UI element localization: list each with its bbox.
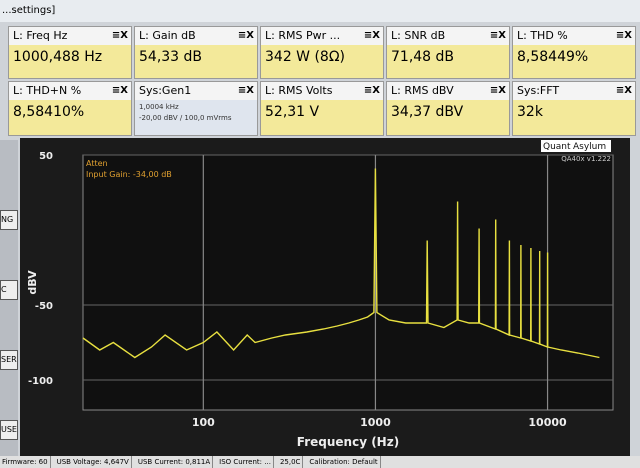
side-button: C bbox=[0, 280, 18, 300]
y-tick-label: -100 bbox=[28, 376, 53, 387]
x-axis-label: Frequency (Hz) bbox=[297, 435, 399, 449]
status-bar: Firmware: 60 USB Voltage: 4,647V USB Curre… bbox=[0, 456, 640, 468]
window-title: ...settings] bbox=[0, 0, 640, 22]
status-item: ISO Current: ... bbox=[217, 456, 274, 468]
tile-title: Sys:Gen1 bbox=[135, 82, 257, 100]
tile: L: Freq Hz 1000,488 Hz bbox=[8, 26, 132, 79]
tile-title: L: RMS dBV bbox=[387, 82, 509, 100]
tile: Sys:FFT 32k bbox=[512, 81, 636, 136]
tile-value: 71,48 dB bbox=[391, 49, 455, 65]
tile-title: L: RMS Pwr ... bbox=[261, 27, 383, 45]
tile-title: L: Freq Hz bbox=[9, 27, 131, 45]
tile-value: 34,37 dBV bbox=[391, 104, 464, 120]
tile-detail: -20,00 dBV / 100,0 mVrms bbox=[139, 114, 232, 122]
tile-value: 32k bbox=[517, 104, 543, 120]
tile: L: RMS dBV 34,37 dBV bbox=[386, 81, 510, 136]
annotation: Atten bbox=[86, 159, 108, 168]
tile: Sys:Gen1 1,0004 kHz -20,00 dBV / 100,0 mVr… bbox=[134, 81, 258, 136]
brand: Quant bbox=[543, 142, 571, 152]
status-item: 25,0C bbox=[278, 456, 304, 468]
tile-value: 52,31 V bbox=[265, 104, 320, 120]
y-tick-label: 50 bbox=[39, 151, 53, 162]
x-tick-label: 1000 bbox=[360, 416, 391, 429]
tile: L: Gain dB 54,33 dB bbox=[134, 26, 258, 79]
y-axis-label: dBV bbox=[26, 270, 39, 295]
tile-title: Sys:FFT bbox=[513, 82, 635, 100]
status-item: USB Current: 0,811A bbox=[136, 456, 214, 468]
side-button: NG bbox=[0, 210, 18, 230]
tile-title: L: SNR dB bbox=[387, 27, 509, 45]
side-panel: NG C SERS USER bbox=[0, 140, 18, 456]
x-tick-label: 100 bbox=[192, 416, 215, 429]
tile-value: 54,33 dB bbox=[139, 49, 203, 65]
chart: 50 -50 -100 100 1000 10000 dBV Frequency (Hz) At… bbox=[20, 138, 630, 456]
plot-area bbox=[82, 154, 614, 411]
tile-value: 1000,488 Hz bbox=[13, 49, 103, 65]
status-item: Firmware: 60 bbox=[0, 456, 51, 468]
tile: L: THD % 8,58449% bbox=[512, 26, 636, 79]
tile-value: 8,58449% bbox=[517, 49, 589, 65]
spectrum-line bbox=[82, 168, 600, 359]
tile-value: 342 W (8Ω) bbox=[265, 49, 345, 65]
annotation: Input Gain: -34,00 dB bbox=[86, 170, 172, 179]
x-tick-label: 10000 bbox=[528, 416, 567, 429]
y-tick-label: -50 bbox=[35, 301, 53, 312]
side-button: USER bbox=[0, 420, 18, 440]
tile: L: THD+N % 8,58410% bbox=[8, 81, 132, 136]
tile-title: L: RMS Volts bbox=[261, 82, 383, 100]
tile: L: RMS Volts 52,31 V bbox=[260, 81, 384, 136]
tile-title: L: Gain dB bbox=[135, 27, 257, 45]
tile-detail: 1,0004 kHz bbox=[139, 103, 179, 111]
tile: L: RMS Pwr ... 342 W (8Ω) bbox=[260, 26, 384, 79]
side-button: SERS bbox=[0, 350, 18, 370]
tiles: L: Freq Hz1000,488 HzL: Gain dB54,33 dBL… bbox=[8, 26, 636, 136]
status-item: Calibration: Default bbox=[307, 456, 381, 468]
status-item: USB Voltage: 4,647V bbox=[55, 456, 132, 468]
tile-title: L: THD+N % bbox=[9, 82, 131, 100]
tile: L: SNR dB 71,48 dB bbox=[386, 26, 510, 79]
brand: Asylum bbox=[573, 142, 606, 152]
brand-box bbox=[541, 140, 611, 152]
tile-value: 8,58410% bbox=[13, 104, 85, 120]
tile-title: L: THD % bbox=[513, 27, 635, 45]
version: QA40x v1.222 bbox=[561, 155, 611, 163]
